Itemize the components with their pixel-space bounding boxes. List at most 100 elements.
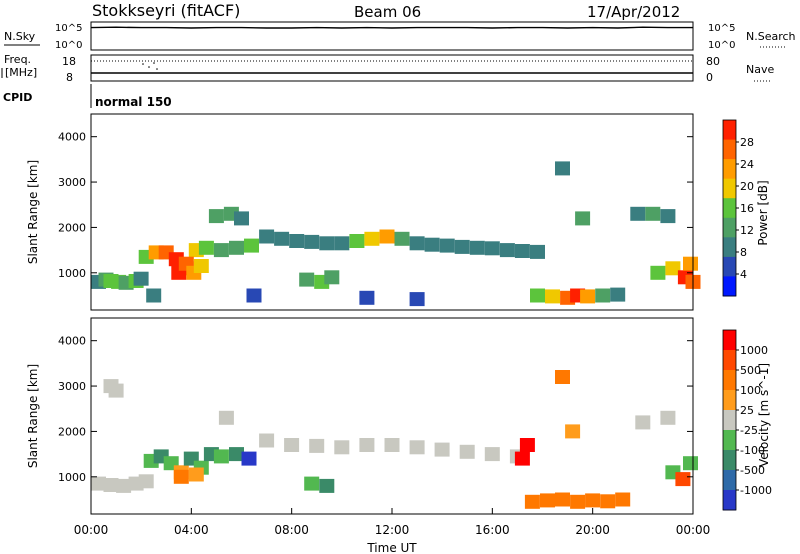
heatmap-cell — [379, 229, 395, 244]
heatmap-cell — [530, 288, 545, 303]
colorbar-tick-label: 8 — [740, 246, 747, 259]
colorbar-tick-label: 25 — [740, 404, 754, 417]
y-tick-label: 2000 — [58, 221, 86, 234]
nsearch-tick-bottom: 10^0 — [708, 40, 735, 51]
heatmap-cell — [213, 449, 229, 464]
heatmap-cell — [675, 472, 691, 487]
heatmap-cell — [524, 494, 540, 509]
nsky-label: N.Sky — [4, 30, 36, 43]
heatmap-cell — [274, 231, 290, 246]
colorbar-tick-label: 4 — [740, 268, 747, 281]
power-frame-border — [90, 113, 694, 311]
colorbar-tick-label: 100 — [740, 384, 761, 397]
heatmap-cell — [615, 492, 631, 507]
freq-label-1: Freq. — [4, 53, 31, 66]
heatmap-cell — [213, 243, 229, 258]
heatmap-cell — [309, 438, 325, 453]
colorbar-tick-label: 28 — [740, 136, 754, 149]
heatmap-cell — [234, 211, 249, 226]
heatmap-cell — [555, 161, 570, 176]
colorbar-tick-label: 500 — [740, 364, 761, 377]
nsky-trace — [90, 26, 693, 29]
date-title: 17/Apr/2012 — [587, 3, 680, 21]
colorbar-swatch — [723, 256, 736, 277]
colorbar-swatch — [723, 390, 736, 411]
velocity-colorbar: -1000 -500 -100 -25 25 100 500 1000 — [722, 329, 772, 511]
x-tick-label: 00:00 — [676, 523, 711, 537]
colorbar-swatch — [723, 370, 736, 391]
nsearch-label: N.Search — [746, 30, 796, 43]
heatmap-cell — [424, 237, 440, 252]
cpid-label: CPID — [3, 91, 32, 104]
nsearch-tick-top: 10^5 — [708, 23, 735, 34]
heatmap-cell — [364, 231, 380, 246]
colorbar-frame — [722, 329, 737, 511]
y-tick-label: 4000 — [58, 131, 86, 144]
nsky-panel: N.Sky 10^5 10^0 10^5 10^0 N.Search — [4, 21, 796, 51]
heatmap-cell — [218, 410, 234, 425]
heatmap-cell — [244, 238, 259, 253]
heatmap-cell — [514, 244, 530, 258]
freq-tick-bottom: 8 — [66, 71, 73, 84]
heatmap-cell — [600, 494, 616, 509]
heatmap-cell — [660, 209, 676, 224]
colorbar-swatch — [723, 120, 736, 141]
heatmap-cell — [384, 438, 400, 452]
nsky-tick-top: 10^5 — [55, 23, 82, 34]
heatmap-cell — [359, 438, 375, 452]
colorbar-swatch — [723, 217, 736, 238]
heatmap-cell — [241, 451, 257, 466]
heatmap-cell — [555, 492, 570, 507]
power-frame — [91, 114, 693, 310]
freq-tick-top: 18 — [62, 55, 76, 68]
heatmap-cell — [570, 494, 586, 509]
heatmap-cell — [116, 478, 132, 493]
velocity-y-axis: 1000 2000 3000 4000 — [58, 335, 693, 484]
colorbar-tick-label: 24 — [740, 158, 754, 171]
colorbar-swatch — [723, 276, 736, 297]
heatmap-cell — [198, 240, 214, 255]
heatmap-cell — [146, 288, 162, 303]
colorbar-swatch — [723, 139, 736, 160]
station-title: Stokkseyri (fitACF) — [92, 1, 240, 20]
colorbar-tick-label: 20 — [740, 180, 754, 193]
heatmap-cell — [138, 474, 154, 489]
heatmap-cell — [359, 290, 375, 305]
power-colorbar-label: Power [dB] — [756, 180, 770, 245]
heatmap-cell — [103, 478, 119, 492]
heatmap-cell — [91, 476, 106, 491]
colorbar-tick-label: -25 — [740, 424, 758, 437]
beam-title: Beam 06 — [354, 3, 421, 21]
heatmap-cell — [173, 469, 189, 484]
heatmap-cell — [319, 236, 335, 251]
nsky-series-line — [90, 26, 693, 29]
colorbar-swatch — [723, 490, 736, 511]
nave-dot — [156, 68, 158, 70]
heatmap-cell — [193, 259, 209, 273]
colorbar-swatch — [723, 330, 736, 351]
velocity-frame — [91, 318, 693, 514]
nave-dots — [142, 62, 158, 70]
colorbar-tick-label: -500 — [740, 464, 765, 477]
x-tick-label: 16:00 — [475, 523, 510, 537]
nave-tick-bottom: 0 — [706, 71, 713, 84]
colorbar-tick-label: 12 — [740, 224, 754, 237]
heatmap-cell — [319, 478, 335, 493]
heatmap-cell — [188, 467, 204, 482]
heatmap-cell — [208, 209, 224, 224]
heatmap-cell — [630, 206, 646, 221]
heatmap-cell — [434, 442, 450, 457]
heatmap-cell — [635, 415, 651, 430]
heatmap-cell — [645, 206, 661, 221]
heatmap-cell — [595, 288, 611, 303]
heatmap-cell — [665, 261, 681, 276]
y-tick-label: 1000 — [58, 471, 86, 484]
heatmap-cell — [575, 211, 591, 226]
y-tick-label: 4000 — [58, 335, 86, 348]
colorbar-swatch — [723, 350, 736, 371]
nave-tick-top: 80 — [706, 55, 720, 68]
heatmap-cell — [454, 239, 470, 254]
heatmap-cell — [519, 438, 535, 452]
heatmap-cell — [514, 451, 530, 466]
